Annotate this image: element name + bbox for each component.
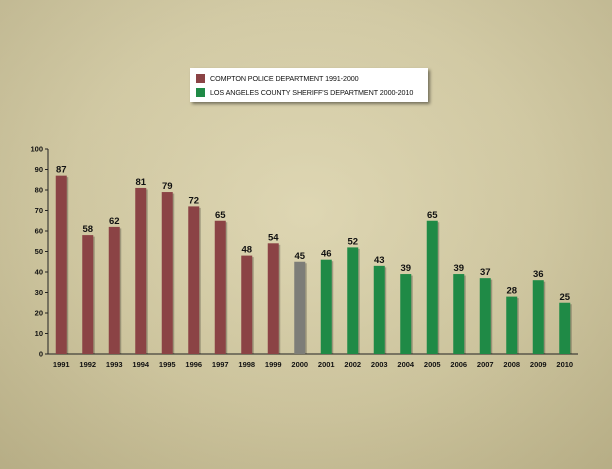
bar-value-label: 52 (347, 236, 358, 247)
x-tick-label: 2000 (291, 360, 308, 369)
legend-label-lasd: LOS ANGELES COUNTY SHERIFF'S DEPARTMENT … (210, 87, 414, 97)
y-tick-label: 100 (30, 145, 43, 154)
bar-value-label: 81 (135, 177, 146, 188)
legend-item-lasd: LOS ANGELES COUNTY SHERIFF'S DEPARTMENT … (196, 85, 422, 99)
bar (373, 265, 385, 354)
y-tick-label: 10 (35, 329, 43, 338)
x-tick-label: 2010 (556, 360, 573, 369)
bar (347, 247, 359, 354)
bar (426, 220, 438, 354)
x-tick-label: 1992 (79, 360, 96, 369)
x-tick-label: 1991 (53, 360, 70, 369)
legend-label-compton: COMPTON POLICE DEPARTMENT 1991-2000 (210, 73, 359, 83)
legend-swatch-lasd (196, 87, 205, 97)
bar-value-label: 58 (82, 224, 93, 235)
bar-value-label: 39 (453, 263, 464, 274)
legend-item-compton: COMPTON POLICE DEPARTMENT 1991-2000 (196, 71, 422, 85)
bar-value-label: 79 (162, 181, 173, 192)
x-tick-label: 2009 (530, 360, 547, 369)
bar-value-label: 25 (559, 292, 570, 303)
x-tick-label: 2007 (477, 360, 494, 369)
bar-value-label: 37 (480, 267, 491, 278)
x-tick-label: 1998 (238, 360, 255, 369)
bar (320, 259, 332, 354)
bar (506, 296, 518, 354)
bar (135, 187, 147, 354)
bar-value-label: 39 (400, 263, 411, 274)
y-tick-label: 0 (39, 350, 43, 359)
bar-value-label: 72 (188, 195, 199, 206)
bar-value-label: 28 (506, 286, 517, 297)
bar-value-label: 65 (215, 210, 226, 221)
y-tick-label: 40 (35, 268, 43, 277)
x-tick-label: 2008 (503, 360, 520, 369)
bar (532, 280, 544, 354)
x-tick-label: 2006 (450, 360, 467, 369)
y-tick-label: 60 (35, 227, 43, 236)
bar (161, 192, 173, 354)
bar-value-label: 46 (321, 249, 332, 260)
bar (214, 220, 226, 354)
x-tick-label: 1993 (106, 360, 123, 369)
bar-value-label: 48 (241, 245, 252, 256)
legend-swatch-compton (196, 73, 205, 83)
bar (55, 175, 67, 354)
bar-value-label: 54 (268, 232, 279, 243)
bar-value-label: 36 (533, 269, 544, 280)
x-tick-label: 1999 (265, 360, 282, 369)
bar-value-label: 65 (427, 210, 438, 221)
bar (188, 206, 200, 354)
y-tick-label: 30 (35, 288, 43, 297)
x-tick-label: 1997 (212, 360, 229, 369)
bar-value-label: 62 (109, 216, 120, 227)
y-tick-label: 20 (35, 309, 43, 318)
bar (453, 274, 465, 354)
bar-value-label: 45 (294, 251, 305, 262)
x-tick-label: 2002 (344, 360, 361, 369)
y-tick-label: 50 (35, 247, 43, 256)
bar (559, 302, 571, 354)
bar (479, 278, 491, 354)
y-tick-label: 70 (35, 206, 43, 215)
x-tick-label: 2001 (318, 360, 335, 369)
bar-value-label: 43 (374, 255, 385, 266)
x-tick-label: 2005 (424, 360, 441, 369)
y-tick-label: 80 (35, 186, 43, 195)
y-tick-label: 90 (35, 165, 43, 174)
x-tick-label: 1994 (132, 360, 150, 369)
x-tick-label: 1996 (185, 360, 202, 369)
bar (82, 235, 94, 354)
bar (241, 255, 253, 354)
bar (294, 261, 306, 354)
chart-legend: COMPTON POLICE DEPARTMENT 1991-2000 LOS … (190, 68, 428, 102)
bar-value-label: 87 (56, 165, 67, 176)
x-tick-label: 1995 (159, 360, 176, 369)
bar (400, 274, 412, 354)
bar (267, 243, 279, 354)
x-tick-label: 2003 (371, 360, 388, 369)
bar (108, 226, 120, 354)
x-tick-label: 2004 (397, 360, 415, 369)
